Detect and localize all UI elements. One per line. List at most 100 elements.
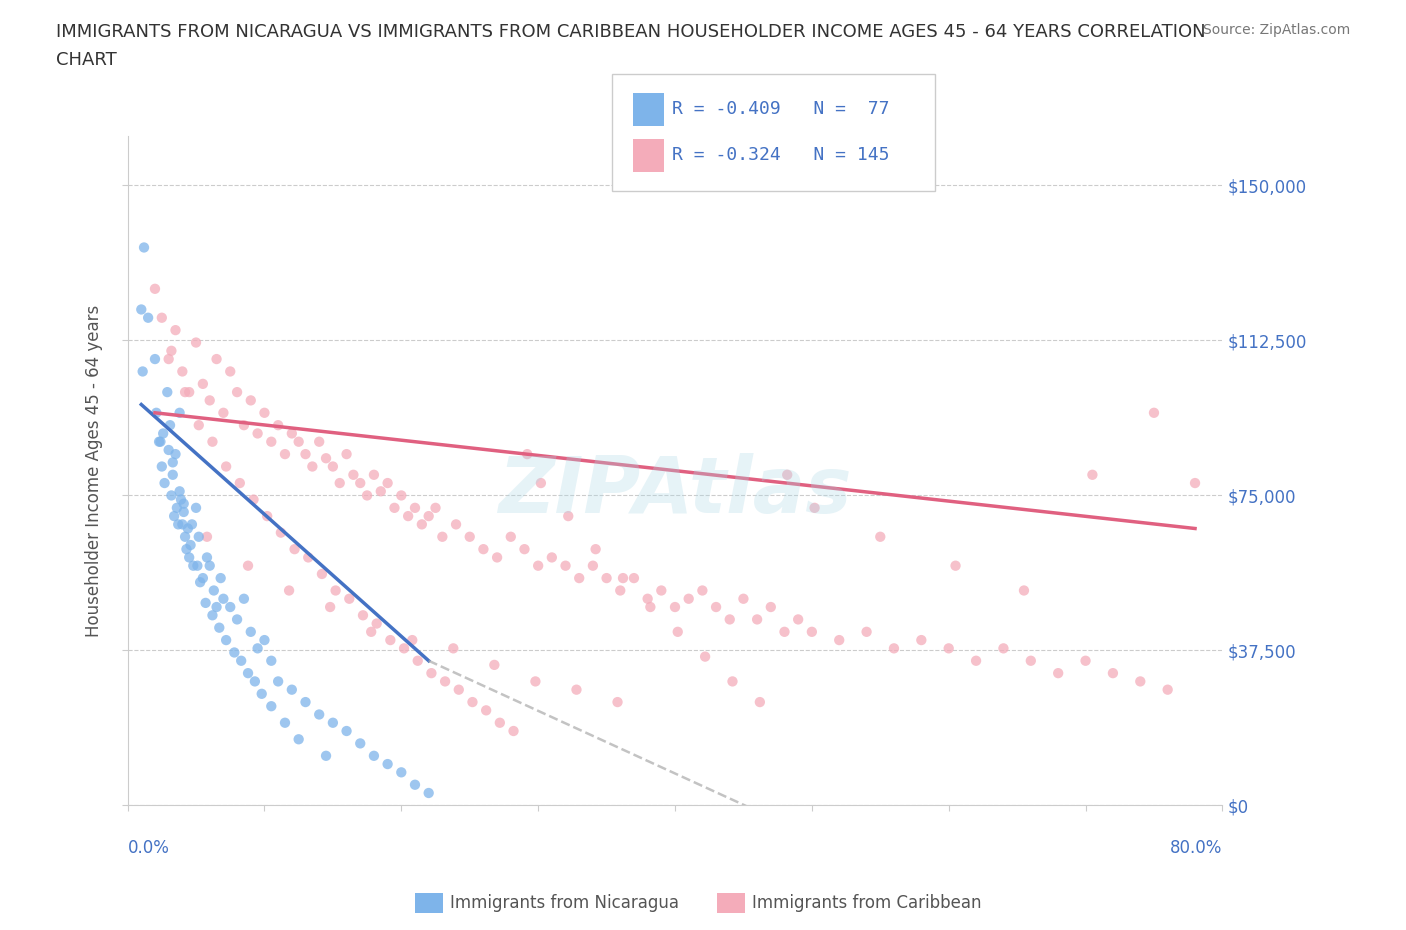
Point <box>284 542 307 557</box>
Point <box>246 641 269 656</box>
Point <box>315 451 337 466</box>
Point <box>420 666 443 681</box>
Point <box>787 612 810 627</box>
Point <box>219 364 242 379</box>
Point <box>205 352 228 366</box>
Point <box>585 542 607 557</box>
Point <box>640 600 662 615</box>
Point <box>179 550 201 565</box>
Point <box>356 488 378 503</box>
Point <box>181 558 204 573</box>
Point <box>177 521 200 536</box>
Point <box>143 282 166 297</box>
Point <box>294 446 316 461</box>
Point <box>184 500 207 515</box>
Text: ZIPAtlas: ZIPAtlas <box>498 453 852 529</box>
Point <box>229 475 252 490</box>
Point <box>169 405 191 420</box>
Point <box>406 653 429 668</box>
Point <box>486 550 509 565</box>
Point <box>236 666 259 681</box>
Point <box>198 393 221 408</box>
Point <box>149 434 172 449</box>
Point <box>377 757 399 772</box>
Point <box>516 446 538 461</box>
Point <box>215 632 238 647</box>
Point <box>335 724 357 738</box>
Point <box>1156 683 1178 698</box>
Point <box>157 352 180 366</box>
Point <box>160 343 183 358</box>
Point <box>205 600 228 615</box>
Point <box>224 645 246 660</box>
Point <box>294 695 316 710</box>
Point <box>1012 583 1035 598</box>
Point <box>721 674 744 689</box>
Point <box>163 509 186 524</box>
Point <box>499 529 522 544</box>
Point <box>260 434 283 449</box>
Point <box>828 632 851 647</box>
Point <box>226 612 249 627</box>
Point <box>319 600 342 615</box>
Point <box>239 624 262 639</box>
Point <box>666 624 689 639</box>
Point <box>349 736 371 751</box>
Point <box>609 583 631 598</box>
Point <box>287 434 309 449</box>
Point <box>484 658 506 672</box>
Point <box>187 529 209 544</box>
Point <box>565 683 588 698</box>
Point <box>170 492 193 507</box>
Point <box>540 550 562 565</box>
Point <box>301 459 323 474</box>
Point <box>363 468 385 483</box>
Point <box>195 529 218 544</box>
Point <box>396 509 419 524</box>
Point <box>380 632 402 647</box>
Point <box>236 558 259 573</box>
Point <box>172 364 194 379</box>
Text: CHART: CHART <box>56 51 117 69</box>
Point <box>425 500 447 515</box>
Point <box>242 492 264 507</box>
Point <box>869 529 891 544</box>
Point <box>172 517 194 532</box>
Point <box>418 509 440 524</box>
Point <box>176 542 198 557</box>
Point <box>174 529 197 544</box>
Point <box>695 649 717 664</box>
Point <box>945 558 967 573</box>
Point <box>568 571 591 586</box>
Point <box>246 426 269 441</box>
Point <box>595 571 617 586</box>
Point <box>253 632 276 647</box>
Point <box>232 418 254 432</box>
Point <box>191 377 214 392</box>
Point <box>267 674 290 689</box>
Point <box>212 591 235 606</box>
Point <box>256 509 278 524</box>
Point <box>215 459 238 474</box>
Text: 0.0%: 0.0% <box>128 839 170 857</box>
Point <box>167 517 190 532</box>
Point <box>156 385 179 400</box>
Point <box>212 405 235 420</box>
Point <box>554 558 576 573</box>
Point <box>274 446 297 461</box>
Point <box>162 468 184 483</box>
Point <box>432 529 454 544</box>
Point <box>434 674 457 689</box>
Text: 80.0%: 80.0% <box>1170 839 1222 857</box>
Point <box>260 653 283 668</box>
Point <box>1081 468 1104 483</box>
Point <box>472 542 495 557</box>
Point <box>143 352 166 366</box>
Point <box>173 497 195 512</box>
Point <box>366 616 388 631</box>
Point <box>226 385 249 400</box>
Point <box>773 624 796 639</box>
Point <box>159 418 181 432</box>
Point <box>993 641 1015 656</box>
Point <box>1074 653 1097 668</box>
